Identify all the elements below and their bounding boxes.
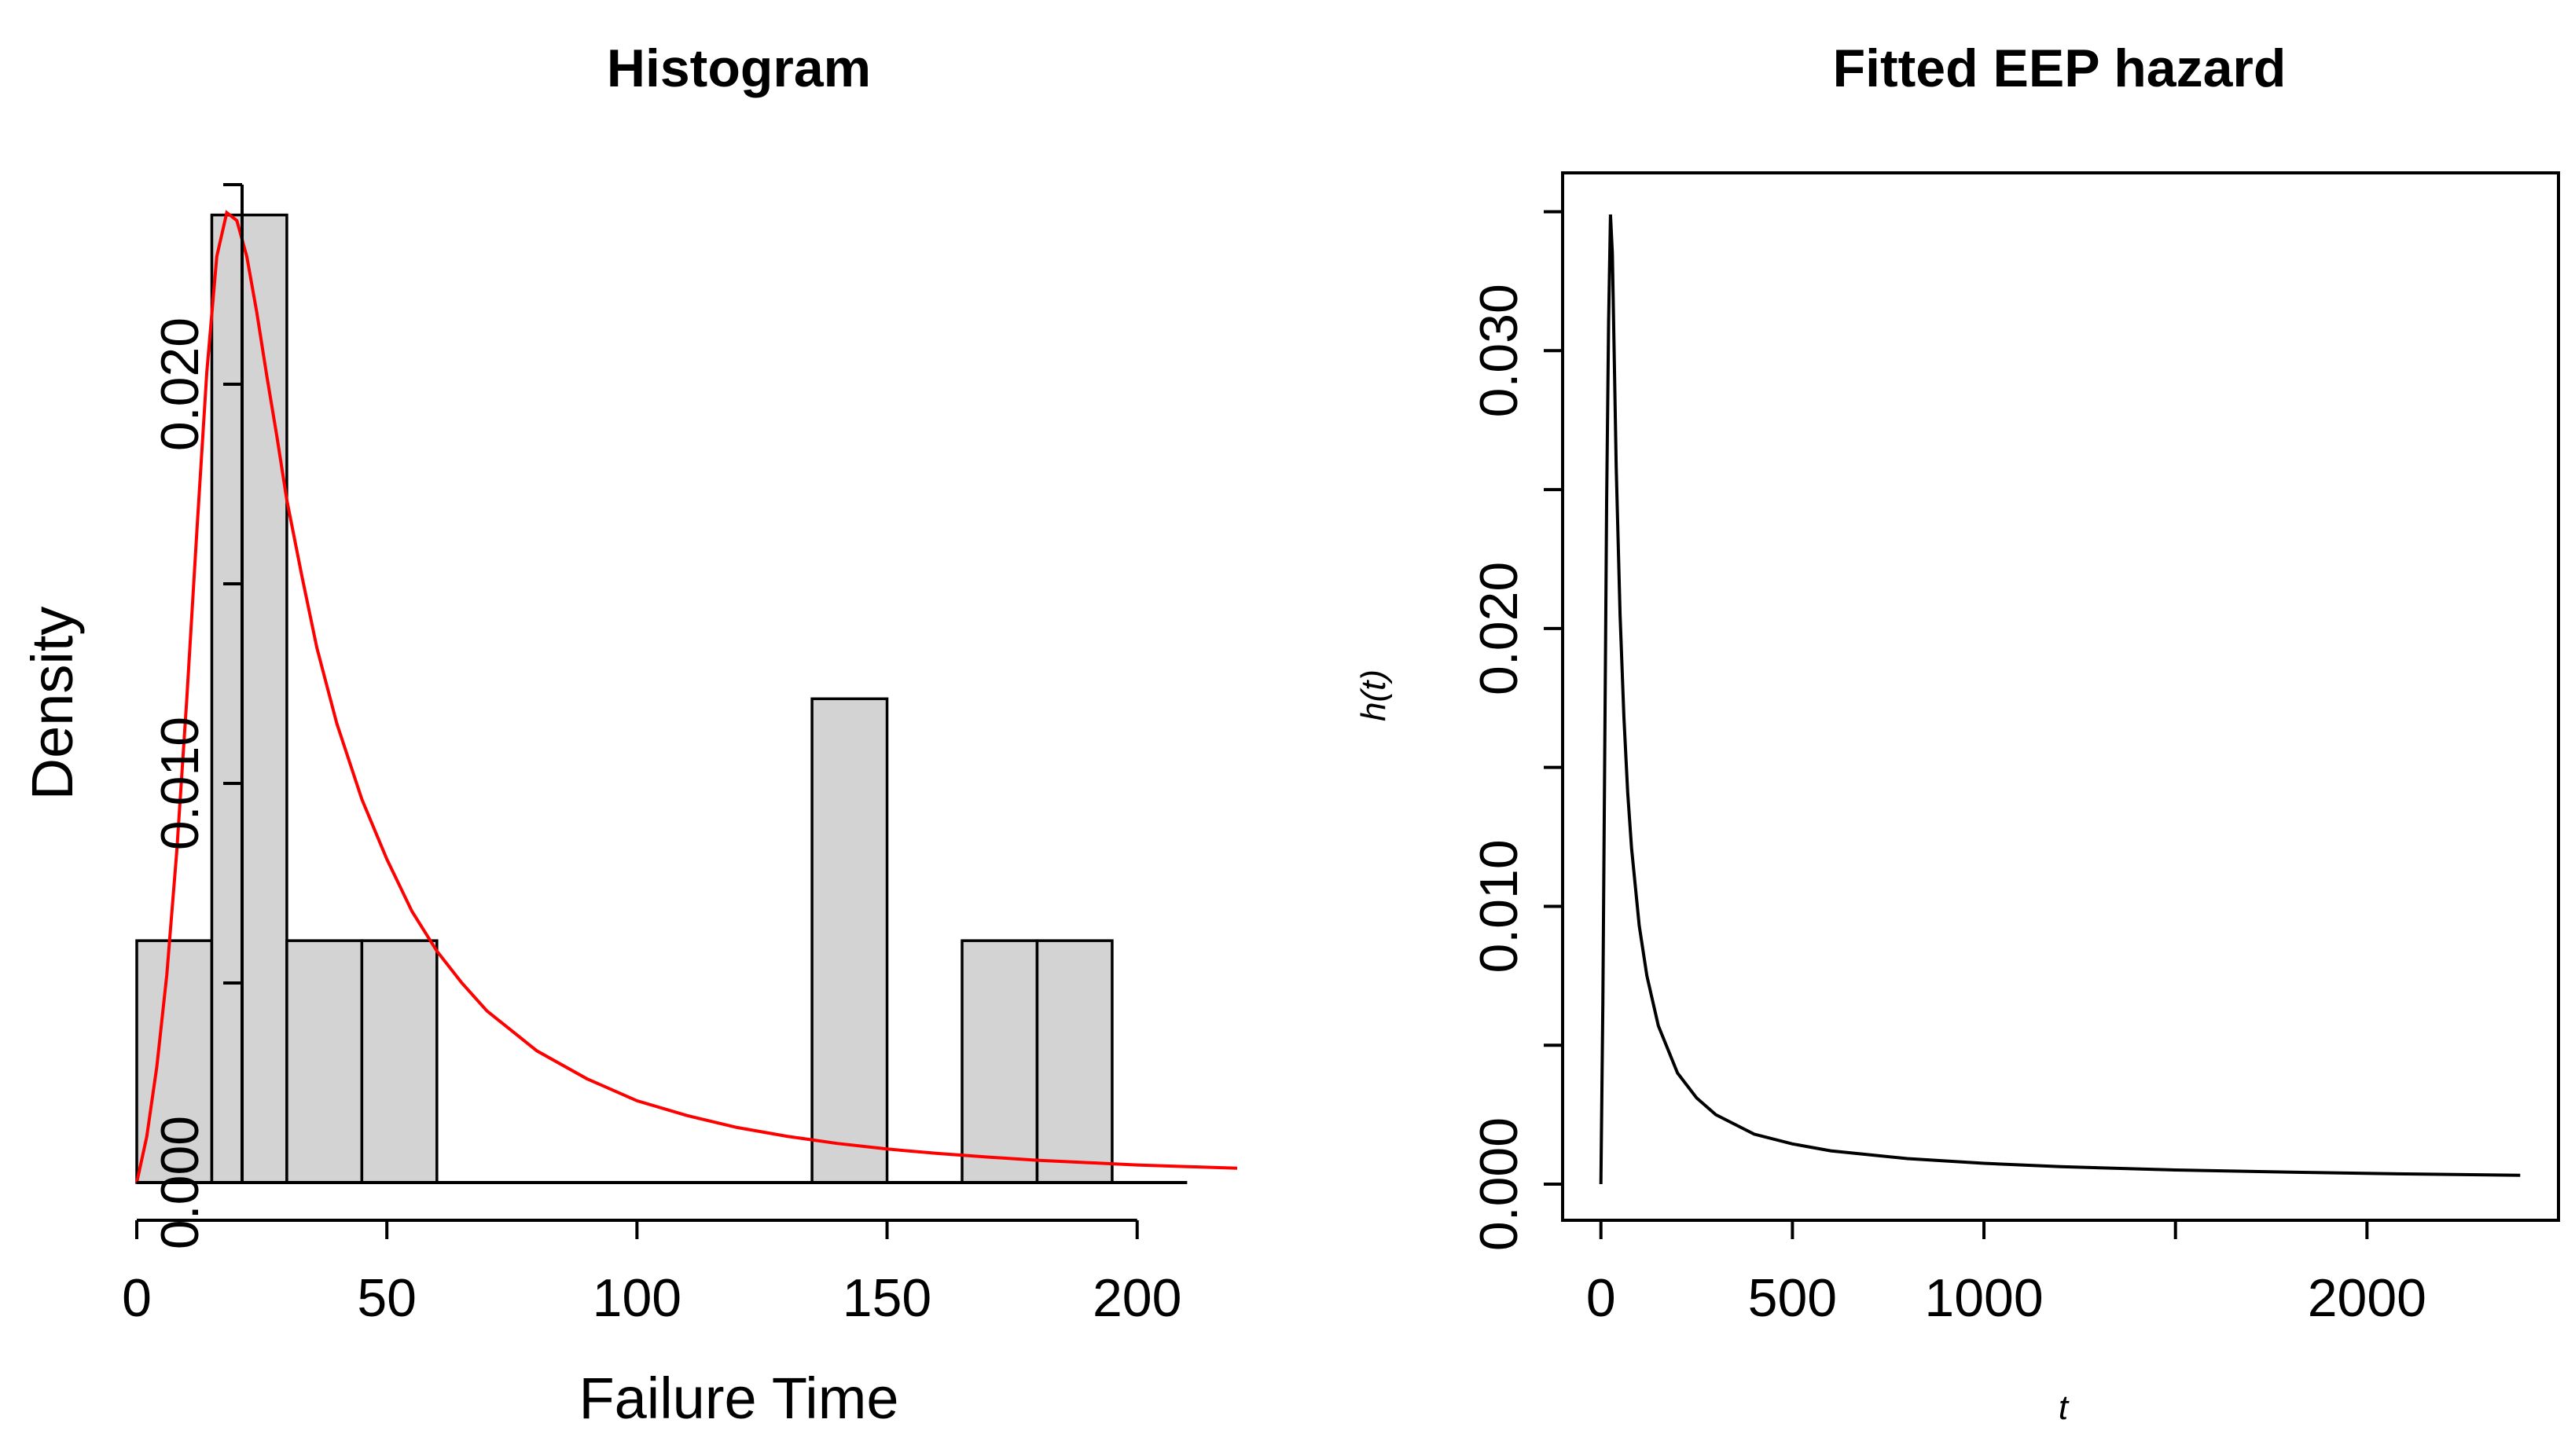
hazard-panel: Fitted EEP hazard 0 500 1000 2000 0.000 0.01… [1354, 39, 2560, 1427]
histogram-x-axis: 0 50 100 150 200 [122, 1219, 1181, 1328]
histogram-bar [810, 697, 889, 1184]
x-tick-label: 200 [1093, 1268, 1181, 1328]
hazard-y-axis-label: h(t) [1354, 669, 1393, 721]
x-tick-label: 0 [122, 1268, 152, 1328]
histogram-bar [210, 213, 288, 1184]
hazard-y-axis: 0.000 0.010 0.020 0.030 [1469, 210, 1563, 1251]
y-tick-label: 0.020 [150, 317, 210, 451]
x-tick-label: 150 [843, 1268, 931, 1328]
y-tick-label: 0.020 [1469, 562, 1529, 695]
y-tick-label: 0.000 [150, 1116, 210, 1249]
x-tick-label: 0 [1586, 1268, 1616, 1328]
histogram-bar [360, 939, 439, 1184]
x-tick-label: 50 [357, 1268, 417, 1328]
y-tick-label: 0.010 [1469, 839, 1529, 973]
x-tick-label: 1000 [1924, 1268, 2043, 1328]
histogram-bar [1035, 939, 1114, 1184]
histogram-title: Histogram [607, 39, 871, 98]
fitted-density-curve [135, 210, 1238, 1183]
y-tick-label: 0.000 [1469, 1117, 1529, 1251]
x-tick-label: 100 [593, 1268, 681, 1328]
histogram-y-axis-label: Density [20, 607, 85, 801]
histogram-bar [961, 939, 1039, 1184]
hazard-x-axis-label: t [2059, 1388, 2070, 1427]
histogram-panel: Histogram 0 50 100 150 200 0.000 0.010 0.020 F… [20, 39, 1238, 1431]
x-tick-label: 500 [1748, 1268, 1837, 1328]
histogram-bar [285, 939, 364, 1184]
histogram-bars [135, 213, 1114, 1184]
hazard-plot-frame [1561, 171, 2560, 1222]
histogram-x-axis-label: Failure Time [579, 1366, 898, 1431]
hazard-x-axis: 0 500 1000 2000 [1586, 1220, 2426, 1328]
histogram-y-axis: 0.000 0.010 0.020 [150, 183, 244, 1249]
x-tick-label: 2000 [2308, 1268, 2426, 1328]
hazard-curve [1599, 214, 2521, 1185]
histogram-bar [135, 939, 214, 1184]
y-tick-label: 0.010 [150, 717, 210, 850]
hazard-title: Fitted EEP hazard [1833, 39, 2287, 98]
y-tick-label: 0.030 [1469, 284, 1529, 417]
